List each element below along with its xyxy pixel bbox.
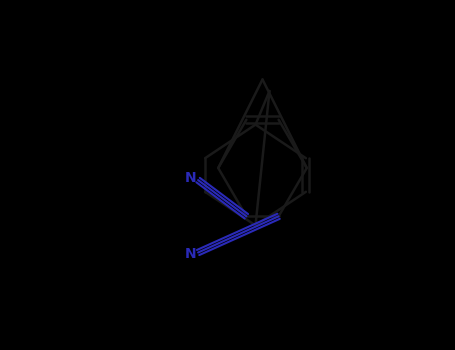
Text: N: N: [185, 247, 196, 261]
Text: N: N: [185, 171, 196, 186]
